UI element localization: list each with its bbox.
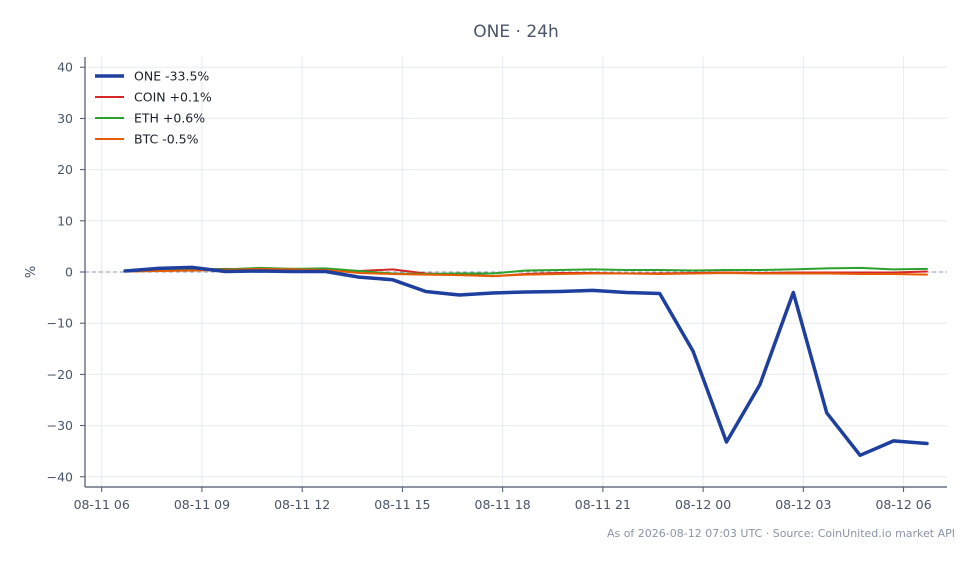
x-axis-ticks: 08-11 06 08-11 09 08-11 12 08-11 15 08-11 18… (74, 487, 932, 512)
legend: ONE -33.5% COIN +0.1% ETH +0.6% BTC -0.5% (95, 69, 212, 147)
y-tick-label: −30 (47, 418, 73, 433)
y-tick-label: 40 (57, 60, 73, 75)
series-line-eth (124, 266, 928, 275)
legend-label: COIN +0.1% (134, 90, 212, 105)
x-tick-label: 08-11 09 (174, 497, 230, 512)
y-tick-label: 20 (57, 162, 73, 177)
legend-label: ONE -33.5% (134, 69, 209, 84)
x-tick-label: 08-11 15 (374, 497, 430, 512)
legend-label: BTC -0.5% (134, 132, 199, 147)
x-tick-label: 08-11 12 (274, 497, 330, 512)
y-tick-label: 0 (65, 265, 73, 280)
chart-title: ONE · 24h (473, 22, 558, 42)
y-tick-label: −20 (47, 367, 73, 382)
legend-label: ETH +0.6% (134, 111, 205, 126)
x-tick-label: 08-11 06 (74, 497, 130, 512)
y-tick-label: 10 (57, 213, 73, 228)
x-tick-label: 08-12 00 (675, 497, 731, 512)
footer-source: As of 2026-08-12 07:03 UTC · Source: Coi… (607, 527, 955, 540)
x-tick-label: 08-12 06 (875, 497, 931, 512)
series-lines (123, 265, 929, 458)
x-tick-label: 08-12 03 (775, 497, 831, 512)
y-tick-label: −10 (47, 316, 73, 331)
y-tick-label: 30 (57, 111, 73, 126)
series-line-one (123, 265, 929, 458)
x-tick-label: 08-11 21 (575, 497, 631, 512)
series-line-btc (124, 267, 928, 278)
y-axis-ticks: 40 30 20 10 0 −10 −20 −30 −40 (47, 60, 85, 484)
y-axis-label: % (24, 266, 39, 278)
y-tick-label: −40 (47, 469, 73, 484)
x-tick-label: 08-11 18 (475, 497, 531, 512)
